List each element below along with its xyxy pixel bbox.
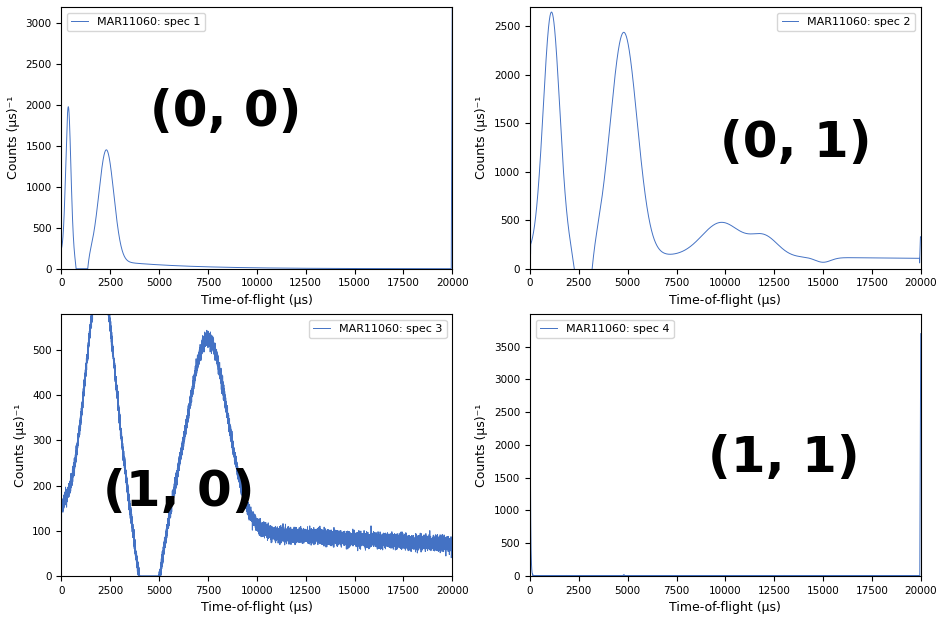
X-axis label: Time-of-flight (μs): Time-of-flight (μs) <box>201 601 312 614</box>
Text: (0, 0): (0, 0) <box>150 88 301 135</box>
X-axis label: Time-of-flight (μs): Time-of-flight (μs) <box>669 601 782 614</box>
Legend: MAR11060: spec 2: MAR11060: spec 2 <box>777 12 915 32</box>
X-axis label: Time-of-flight (μs): Time-of-flight (μs) <box>201 294 312 307</box>
Text: (1, 1): (1, 1) <box>708 434 860 482</box>
X-axis label: Time-of-flight (μs): Time-of-flight (μs) <box>669 294 782 307</box>
Y-axis label: Counts (μs)⁻¹: Counts (μs)⁻¹ <box>476 96 488 179</box>
Legend: MAR11060: spec 1: MAR11060: spec 1 <box>67 12 205 32</box>
Y-axis label: Counts (μs)⁻¹: Counts (μs)⁻¹ <box>13 403 26 486</box>
Legend: MAR11060: spec 4: MAR11060: spec 4 <box>535 320 673 338</box>
Legend: MAR11060: spec 3: MAR11060: spec 3 <box>309 320 447 338</box>
Y-axis label: Counts (μs)⁻¹: Counts (μs)⁻¹ <box>476 403 488 486</box>
Y-axis label: Counts (μs)⁻¹: Counts (μs)⁻¹ <box>7 96 20 179</box>
Text: (0, 1): (0, 1) <box>720 119 871 167</box>
Text: (1, 0): (1, 0) <box>103 468 255 516</box>
